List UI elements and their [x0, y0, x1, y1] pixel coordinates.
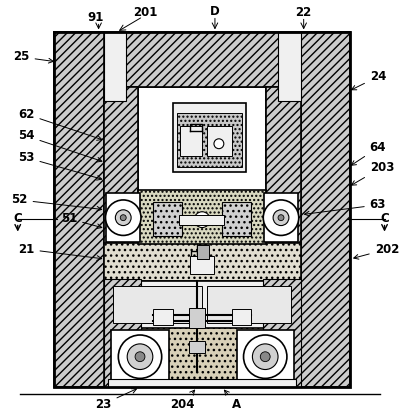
Text: 204: 204	[170, 390, 195, 410]
Circle shape	[273, 210, 289, 226]
Bar	[222, 202, 251, 237]
Text: 24: 24	[351, 70, 386, 90]
Bar	[108, 281, 296, 328]
Text: 201: 201	[133, 6, 157, 19]
Bar	[54, 32, 104, 387]
Circle shape	[263, 200, 299, 235]
Bar	[207, 286, 291, 323]
Bar	[108, 379, 296, 387]
Bar	[104, 87, 138, 244]
Bar	[266, 87, 301, 244]
Text: 203: 203	[351, 161, 394, 185]
Bar	[104, 243, 301, 281]
Text: 52: 52	[11, 193, 102, 211]
Bar	[189, 308, 205, 328]
Text: 62: 62	[18, 107, 102, 140]
Bar	[263, 279, 301, 387]
Text: 25: 25	[13, 51, 53, 63]
Bar	[189, 341, 205, 353]
Text: 23: 23	[96, 389, 137, 410]
Circle shape	[214, 139, 224, 149]
Bar	[264, 193, 298, 242]
Circle shape	[252, 344, 278, 369]
Bar	[54, 32, 350, 387]
Bar	[278, 32, 301, 101]
Text: 54: 54	[18, 129, 102, 162]
Bar	[153, 309, 172, 325]
Bar	[54, 32, 350, 87]
Circle shape	[278, 215, 284, 221]
Circle shape	[127, 344, 153, 369]
Bar	[237, 330, 294, 384]
Bar	[106, 193, 140, 242]
Bar	[172, 103, 247, 172]
Bar	[301, 32, 350, 387]
Text: 63: 63	[305, 198, 386, 216]
Bar	[153, 202, 183, 237]
Bar	[207, 126, 232, 156]
Circle shape	[120, 215, 126, 221]
Bar	[111, 330, 168, 384]
Circle shape	[106, 200, 141, 235]
Bar	[232, 309, 251, 325]
Text: 202: 202	[354, 243, 399, 259]
Bar	[197, 245, 209, 259]
Bar	[138, 87, 266, 244]
Circle shape	[243, 335, 287, 378]
Circle shape	[260, 352, 270, 361]
Text: C: C	[13, 212, 22, 225]
Text: 22: 22	[295, 6, 312, 19]
Text: 64: 64	[351, 141, 386, 165]
Bar	[138, 190, 266, 244]
Bar	[177, 113, 241, 167]
Bar	[179, 215, 224, 225]
Circle shape	[194, 212, 210, 227]
Bar	[104, 279, 141, 387]
Circle shape	[118, 335, 162, 378]
Text: 21: 21	[18, 243, 102, 260]
Bar	[181, 126, 202, 156]
Bar	[113, 286, 202, 323]
Text: C: C	[380, 212, 389, 225]
Text: A: A	[224, 390, 241, 410]
Bar	[104, 32, 126, 101]
Text: 51: 51	[61, 212, 102, 229]
Circle shape	[135, 352, 145, 361]
Circle shape	[115, 210, 131, 226]
Text: 91: 91	[87, 11, 104, 24]
Bar	[190, 256, 214, 274]
Bar	[104, 279, 301, 387]
Text: D: D	[210, 5, 220, 18]
Text: 53: 53	[18, 151, 102, 180]
